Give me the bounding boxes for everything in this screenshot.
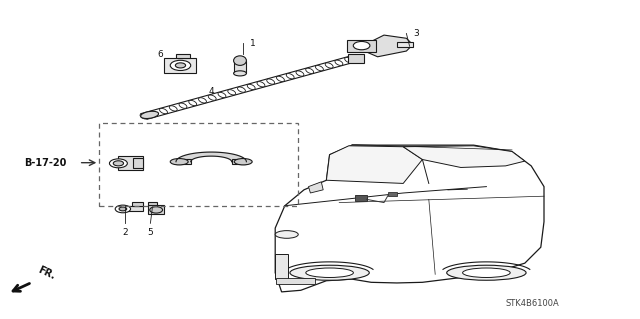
Ellipse shape	[198, 98, 207, 103]
Bar	[388, 192, 397, 196]
Ellipse shape	[109, 159, 127, 168]
Ellipse shape	[306, 268, 353, 278]
Polygon shape	[326, 146, 422, 183]
Ellipse shape	[335, 60, 343, 65]
Bar	[99, 123, 298, 206]
Ellipse shape	[234, 56, 246, 65]
Ellipse shape	[150, 111, 157, 116]
Bar	[348, 54, 364, 63]
Ellipse shape	[257, 82, 265, 87]
Bar	[133, 158, 143, 168]
Text: 1: 1	[250, 39, 255, 48]
Ellipse shape	[306, 68, 314, 73]
Text: 4: 4	[209, 87, 214, 96]
Ellipse shape	[208, 95, 216, 100]
Text: FR.: FR.	[36, 265, 57, 281]
Ellipse shape	[234, 159, 252, 165]
Bar	[276, 278, 315, 284]
Ellipse shape	[115, 205, 131, 213]
Ellipse shape	[150, 207, 163, 213]
Ellipse shape	[247, 84, 255, 90]
Ellipse shape	[345, 57, 353, 63]
Polygon shape	[308, 182, 323, 193]
Ellipse shape	[141, 111, 159, 119]
Ellipse shape	[218, 92, 226, 98]
Ellipse shape	[170, 159, 188, 165]
Bar	[148, 205, 164, 214]
Text: 6: 6	[157, 50, 163, 59]
Ellipse shape	[237, 87, 245, 92]
Ellipse shape	[159, 108, 168, 114]
Ellipse shape	[296, 71, 304, 76]
Text: 2: 2	[122, 228, 127, 237]
Ellipse shape	[275, 231, 298, 238]
Bar	[148, 202, 157, 205]
Ellipse shape	[189, 100, 196, 106]
Bar	[234, 61, 246, 73]
Ellipse shape	[175, 63, 186, 68]
Text: STK4B6100A: STK4B6100A	[506, 299, 559, 308]
Ellipse shape	[325, 63, 333, 68]
Ellipse shape	[179, 103, 187, 108]
Polygon shape	[368, 35, 413, 57]
Bar	[164, 58, 196, 73]
Ellipse shape	[290, 265, 369, 280]
Bar	[123, 206, 143, 211]
Ellipse shape	[170, 60, 191, 70]
Ellipse shape	[170, 106, 177, 111]
Polygon shape	[403, 146, 525, 167]
Bar	[355, 195, 367, 201]
Ellipse shape	[353, 41, 370, 50]
Ellipse shape	[228, 90, 236, 95]
Ellipse shape	[276, 76, 284, 82]
Polygon shape	[176, 152, 246, 162]
Polygon shape	[275, 145, 544, 292]
Bar	[347, 40, 376, 52]
Ellipse shape	[286, 74, 294, 79]
Polygon shape	[132, 202, 143, 206]
Text: 5: 5	[148, 228, 153, 237]
Ellipse shape	[447, 265, 526, 280]
Ellipse shape	[234, 71, 246, 76]
Bar	[232, 159, 246, 164]
Ellipse shape	[463, 268, 510, 278]
Bar	[275, 254, 288, 279]
Ellipse shape	[267, 79, 275, 84]
Text: B-17-20: B-17-20	[24, 158, 67, 168]
Ellipse shape	[140, 114, 148, 119]
Ellipse shape	[119, 207, 127, 211]
Bar	[397, 42, 413, 47]
Ellipse shape	[316, 65, 323, 71]
Bar	[118, 156, 143, 170]
Text: 3: 3	[413, 29, 419, 38]
Bar	[176, 159, 191, 164]
Ellipse shape	[113, 161, 124, 166]
Bar	[176, 54, 190, 58]
Ellipse shape	[355, 55, 362, 60]
